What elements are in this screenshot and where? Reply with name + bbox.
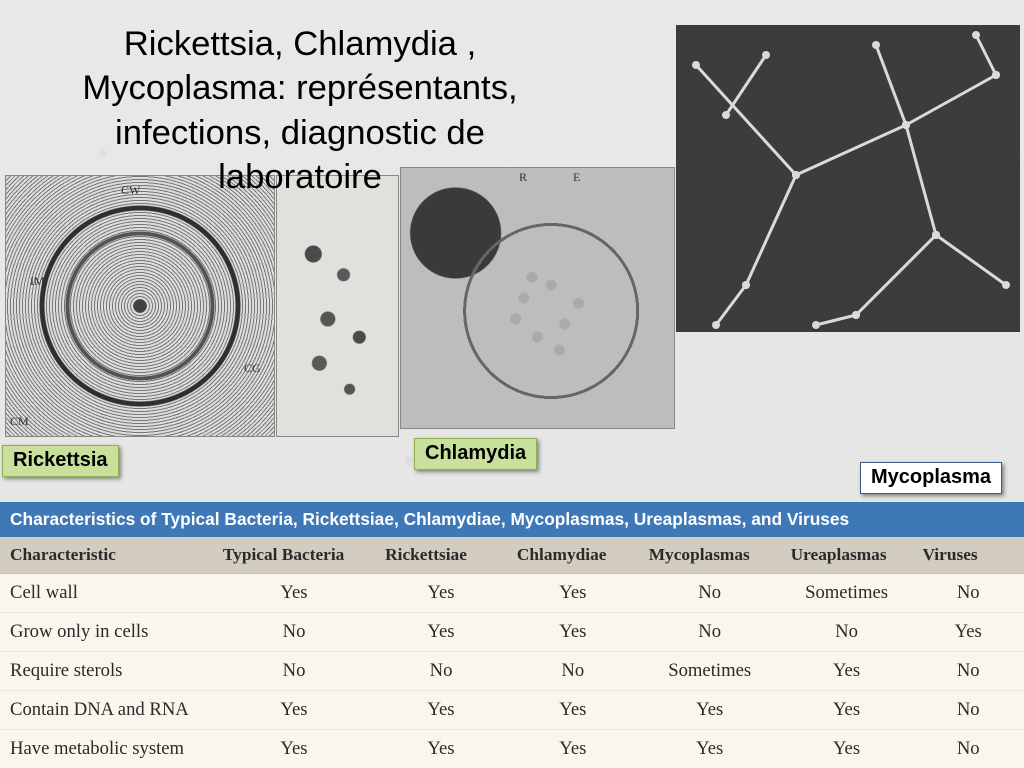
table-cell: Yes	[912, 613, 1024, 652]
characteristics-table-wrap: Characteristics of Typical Bacteria, Ric…	[0, 502, 1024, 768]
table-cell: Yes	[507, 691, 639, 730]
table-cell: No	[213, 613, 375, 652]
table-cell: Yes	[639, 691, 781, 730]
table-cell: No	[912, 730, 1024, 768]
micrograph-label: CG	[244, 361, 261, 376]
table-header-cell: Characteristic	[0, 537, 213, 574]
table-body: Cell wallYesYesYesNoSometimesNoGrow only…	[0, 574, 1024, 768]
table-cell: Sometimes	[639, 652, 781, 691]
micrograph-label: IM	[30, 274, 45, 289]
table-cell: Yes	[781, 691, 913, 730]
table-cell: Yes	[781, 652, 913, 691]
table-header-cell: Typical Bacteria	[213, 537, 375, 574]
table-cell: Yes	[213, 691, 375, 730]
image-chlamydia-a	[276, 175, 399, 437]
table-cell: No	[507, 652, 639, 691]
table-row: Grow only in cellsNoYesYesNoNoYes	[0, 613, 1024, 652]
image-mycoplasma	[676, 25, 1020, 332]
table-supertitle: Characteristics of Typical Bacteria, Ric…	[0, 502, 1024, 537]
table-header-cell: Ureaplasmas	[781, 537, 913, 574]
table-row: Have metabolic systemYesYesYesYesYesNo	[0, 730, 1024, 768]
table-cell: No	[639, 574, 781, 613]
characteristics-table: CharacteristicTypical BacteriaRickettsia…	[0, 537, 1024, 768]
table-header-cell: Chlamydiae	[507, 537, 639, 574]
table-cell: Contain DNA and RNA	[0, 691, 213, 730]
table-cell: Yes	[375, 691, 507, 730]
table-head: CharacteristicTypical BacteriaRickettsia…	[0, 537, 1024, 574]
table-cell: Have metabolic system	[0, 730, 213, 768]
table-cell: Grow only in cells	[0, 613, 213, 652]
badge-mycoplasma: Mycoplasma	[860, 462, 1002, 494]
table-cell: Yes	[507, 574, 639, 613]
table-cell: No	[912, 691, 1024, 730]
table-cell: No	[375, 652, 507, 691]
table-header-cell: Rickettsiae	[375, 537, 507, 574]
table-cell: Yes	[507, 730, 639, 768]
table-row: Contain DNA and RNAYesYesYesYesYesNo	[0, 691, 1024, 730]
table-row: Cell wallYesYesYesNoSometimesNo	[0, 574, 1024, 613]
table-cell: Yes	[213, 574, 375, 613]
slide-title: Rickettsia, Chlamydia , Mycoplasma: repr…	[30, 22, 570, 200]
table-row: Require sterolsNoNoNoSometimesYesNo	[0, 652, 1024, 691]
micrograph-row: CWIMCGCM RE	[0, 175, 1024, 475]
table-cell: Cell wall	[0, 574, 213, 613]
table-cell: Yes	[375, 613, 507, 652]
table-cell: No	[213, 652, 375, 691]
table-cell: No	[781, 613, 913, 652]
table-cell: Yes	[213, 730, 375, 768]
table-header-cell: Mycoplasmas	[639, 537, 781, 574]
table-cell: Sometimes	[781, 574, 913, 613]
table-cell: Require sterols	[0, 652, 213, 691]
table-cell: Yes	[639, 730, 781, 768]
table-header-cell: Viruses	[912, 537, 1024, 574]
micrograph-label: CM	[10, 414, 29, 429]
table-cell: No	[912, 574, 1024, 613]
table-cell: Yes	[781, 730, 913, 768]
badge-rickettsia: Rickettsia	[2, 445, 119, 477]
badge-chlamydia: Chlamydia	[414, 438, 537, 470]
table-cell: No	[912, 652, 1024, 691]
micrograph-label: E	[573, 170, 580, 185]
image-chlamydia-b: RE	[400, 167, 675, 429]
table-cell: No	[639, 613, 781, 652]
table-cell: Yes	[375, 730, 507, 768]
mycoplasma-svg	[676, 25, 1020, 332]
table-cell: Yes	[375, 574, 507, 613]
table-cell: Yes	[507, 613, 639, 652]
image-rickettsia: CWIMCGCM	[5, 175, 275, 437]
